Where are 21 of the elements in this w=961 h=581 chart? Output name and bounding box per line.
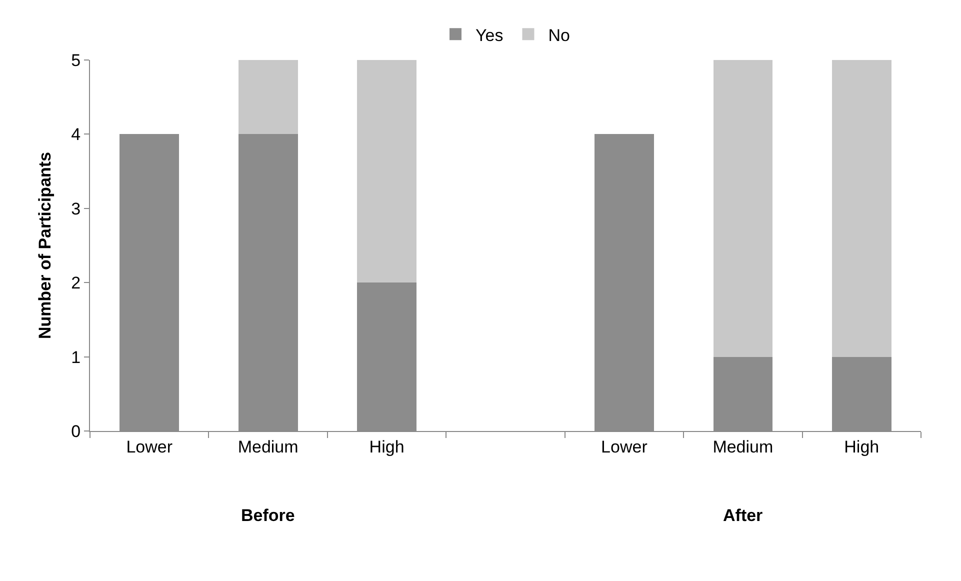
legend-label: Yes [476, 26, 504, 45]
x-tick-label: High [369, 437, 404, 456]
text: After [723, 506, 764, 525]
x-tick-label: Medium [238, 437, 298, 456]
bar [357, 60, 416, 283]
y-tick-label: 3 [71, 199, 81, 218]
legend-label: No [548, 26, 570, 45]
text: Before [241, 506, 295, 525]
bar [832, 60, 892, 357]
x-tick-label: High [844, 437, 880, 456]
x-tick-label: Lower [126, 437, 173, 456]
y-axis-title: Number of Participants [36, 152, 55, 340]
y-tick-label: 4 [71, 125, 81, 144]
y-tick-label: 1 [71, 348, 81, 367]
x-tick-label: Lower [601, 437, 648, 456]
x-tick-label: Medium [712, 437, 774, 456]
bar [713, 60, 773, 357]
y-tick-label: 0 [71, 422, 81, 441]
y-tick-label: 5 [71, 50, 81, 70]
y-tick-label: 2 [71, 274, 81, 293]
bar [238, 60, 298, 134]
